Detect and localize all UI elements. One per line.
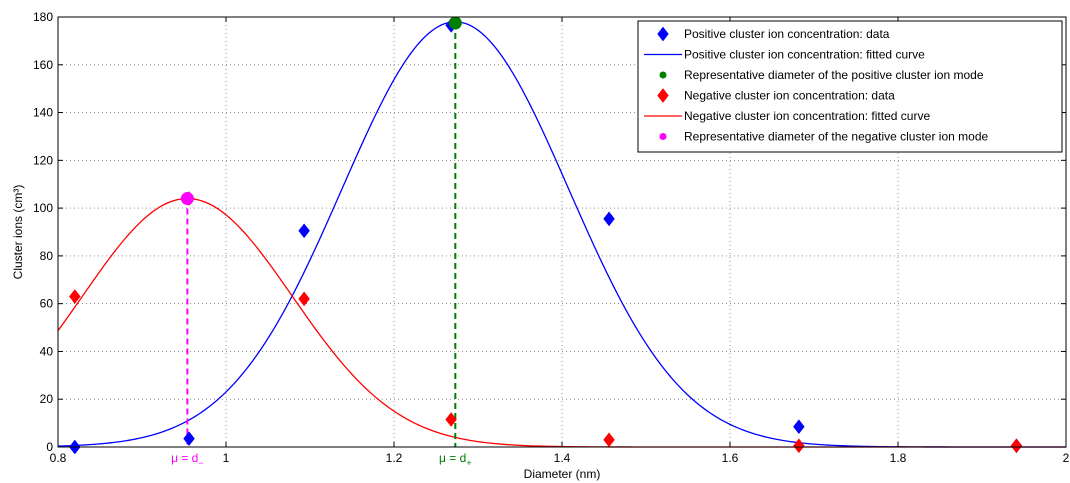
mode-label-backing bbox=[437, 450, 474, 469]
legend-label: Positive cluster ion concentration: data bbox=[684, 27, 890, 41]
x-tick-label: 0.8 bbox=[50, 451, 67, 465]
legend-label: Representative diameter of the negative … bbox=[684, 130, 988, 144]
legend: Positive cluster ion concentration: data… bbox=[637, 20, 1063, 153]
mode-drop-lines bbox=[186, 22, 457, 447]
y-tick-label: 60 bbox=[40, 297, 54, 311]
legend-label: Positive cluster ion concentration: fitt… bbox=[684, 48, 925, 62]
y-tick-label: 180 bbox=[33, 10, 53, 24]
x-tick-label: 1.2 bbox=[386, 451, 403, 465]
mode-label: μ = d− bbox=[171, 451, 204, 468]
x-tick-label: 2 bbox=[1063, 451, 1070, 465]
data-point bbox=[445, 412, 457, 427]
data-markers bbox=[69, 16, 1023, 455]
data-point bbox=[298, 291, 310, 307]
y-tick-label: 160 bbox=[33, 58, 53, 72]
x-tick-label: 1.6 bbox=[722, 451, 739, 465]
x-tick-label: 1 bbox=[223, 451, 230, 465]
y-tick-label: 20 bbox=[40, 392, 54, 406]
y-tick-label: 140 bbox=[33, 106, 53, 120]
data-point bbox=[793, 438, 805, 454]
y-tick-label: 80 bbox=[40, 249, 54, 263]
legend-label: Representative diameter of the positive … bbox=[684, 68, 984, 82]
x-tick-label: 1.4 bbox=[554, 451, 571, 465]
data-point bbox=[603, 211, 615, 227]
mode-point bbox=[180, 192, 194, 206]
y-axis-title: Cluster ions (cm³) bbox=[11, 185, 25, 280]
x-tick-label: 1.8 bbox=[890, 451, 907, 465]
data-point bbox=[298, 223, 310, 239]
data-point bbox=[793, 419, 805, 435]
legend-dot bbox=[659, 133, 667, 140]
legend-label: Negative cluster ion concentration: fitt… bbox=[684, 109, 930, 123]
mode-labels: μ = d− μ = d+ bbox=[169, 450, 474, 469]
legend-box bbox=[637, 20, 1063, 153]
y-tick-label: 100 bbox=[33, 201, 53, 215]
mode-label-backing bbox=[169, 450, 206, 469]
legend-label: Negative cluster ion concentration: data bbox=[684, 89, 895, 103]
x-axis-title: Diameter (nm) bbox=[524, 467, 601, 481]
y-tick-label: 120 bbox=[33, 153, 53, 167]
data-point bbox=[69, 289, 81, 304]
data-point bbox=[1010, 438, 1023, 454]
x-axis-ticks: 0.8 1 1.2 1.4 1.6 1.8 2 bbox=[50, 17, 1070, 465]
legend-dot bbox=[659, 71, 667, 79]
data-point bbox=[183, 431, 195, 447]
y-tick-label: 40 bbox=[40, 344, 54, 358]
y-tick-label: 0 bbox=[46, 440, 53, 454]
mode-label: μ = d+ bbox=[439, 451, 472, 468]
y-axis-ticks: 0 20 40 60 80 100 120 140 160 180 bbox=[33, 10, 1066, 454]
legend-marker bbox=[657, 88, 669, 103]
mode-point bbox=[448, 16, 462, 30]
legend-marker bbox=[657, 26, 669, 42]
